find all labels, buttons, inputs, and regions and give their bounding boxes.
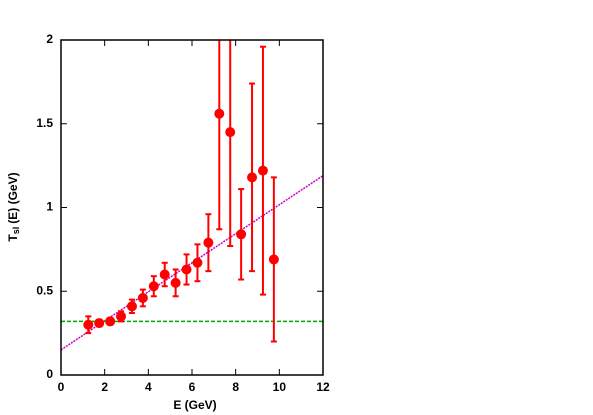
point — [170, 277, 181, 288]
point — [148, 281, 159, 292]
y-label-rest: (E) (GeV) — [6, 172, 20, 223]
x-tick-label: 6 — [189, 380, 196, 394]
point — [214, 108, 225, 119]
x-tick-label: 12 — [316, 380, 330, 394]
point — [181, 264, 192, 275]
point — [247, 172, 258, 183]
y-label-sub: sl — [11, 227, 21, 235]
point — [137, 292, 148, 303]
y-tick-label: 1 — [46, 200, 53, 214]
y-label-main: T — [6, 234, 20, 242]
point — [105, 316, 116, 327]
point — [126, 301, 137, 312]
x-tick-label: 2 — [101, 380, 108, 394]
y-tick-label: 0 — [46, 367, 53, 381]
x-tick-label: 0 — [58, 380, 65, 394]
y-axis-label: Tsl (E) (GeV) — [6, 172, 21, 241]
point — [159, 269, 170, 280]
x-tick-label: 8 — [232, 380, 239, 394]
x-axis-label: E (GeV) — [173, 398, 216, 412]
plot-frame — [60, 39, 324, 376]
point — [192, 257, 203, 268]
plot-area — [61, 40, 323, 351]
y-tick-label: 1.5 — [36, 116, 53, 130]
point — [116, 311, 127, 322]
point — [203, 237, 214, 248]
x-tick-label: 10 — [273, 380, 287, 394]
point — [257, 165, 268, 176]
point — [236, 229, 247, 240]
point — [83, 319, 94, 330]
x-tick-label: 4 — [145, 380, 152, 394]
point — [268, 254, 279, 265]
point — [225, 127, 236, 138]
y-tick-label: 2 — [46, 32, 53, 46]
y-tick-label: 0.5 — [36, 283, 53, 297]
point — [94, 318, 105, 329]
